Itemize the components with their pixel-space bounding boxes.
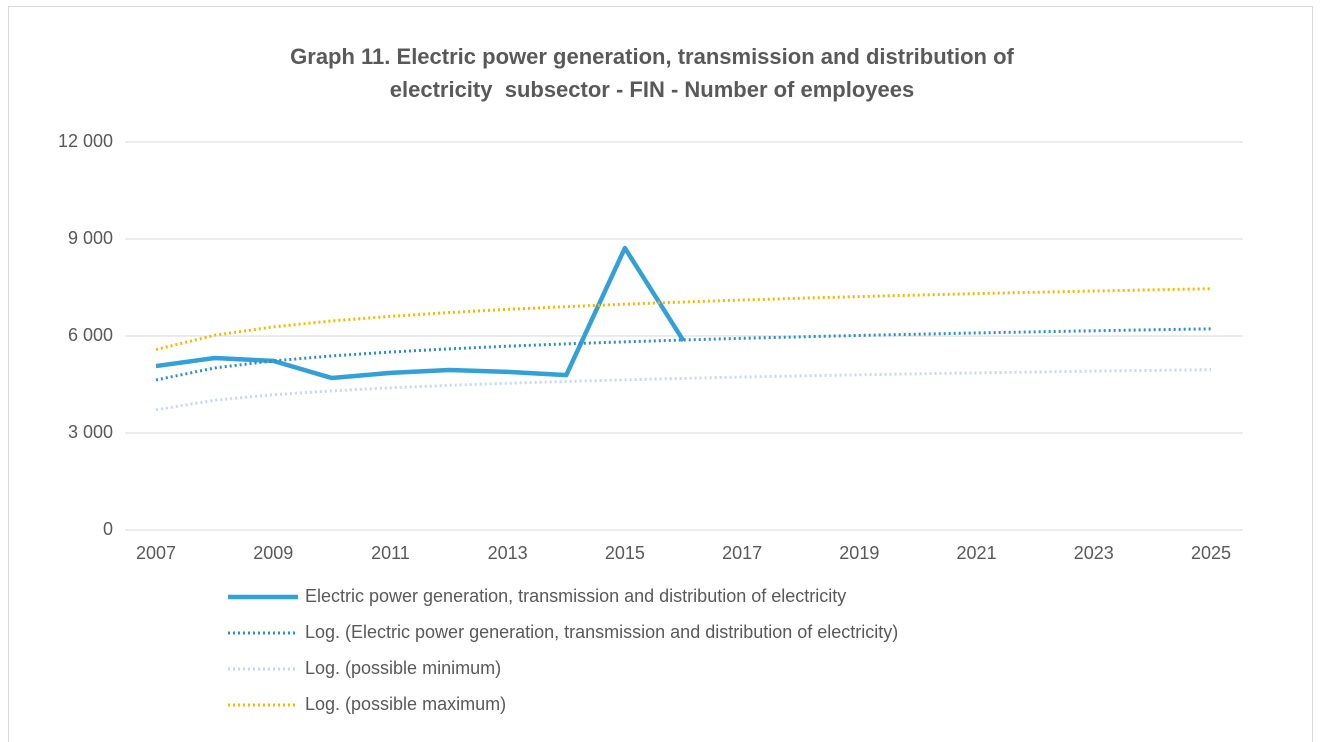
chart-border xyxy=(8,6,1313,742)
legend-label: Log. (possible minimum) xyxy=(305,658,501,678)
y-tick-label: 9 000 xyxy=(68,228,113,248)
y-tick-label: 12 000 xyxy=(58,131,113,151)
y-tick-label: 6 000 xyxy=(68,325,113,345)
series-line xyxy=(155,368,1212,412)
x-tick-label: 2009 xyxy=(253,543,293,563)
x-tick-label: 2017 xyxy=(722,543,762,563)
x-tick-label: 2015 xyxy=(605,543,645,563)
x-tick-label: 2025 xyxy=(1191,543,1231,563)
x-tick-label: 2007 xyxy=(136,543,176,563)
x-tick-label: 2021 xyxy=(957,543,997,563)
chart-title: electricity subsector - FIN - Number of … xyxy=(390,77,914,102)
series-line xyxy=(155,327,1212,382)
series-line xyxy=(155,287,1212,352)
x-tick-label: 2013 xyxy=(488,543,528,563)
x-tick-label: 2019 xyxy=(839,543,879,563)
y-tick-label: 3 000 xyxy=(68,422,113,442)
legend-label: Log. (possible maximum) xyxy=(305,694,506,714)
x-tick-label: 2011 xyxy=(371,543,410,563)
legend-label: Electric power generation, transmission … xyxy=(305,586,846,606)
series-line xyxy=(155,245,686,381)
x-tick-label: 2023 xyxy=(1074,543,1114,563)
y-tick-label: 0 xyxy=(103,519,113,539)
chart-title: Graph 11. Electric power generation, tra… xyxy=(290,44,1014,69)
legend-label: Log. (Electric power generation, transmi… xyxy=(305,622,898,642)
